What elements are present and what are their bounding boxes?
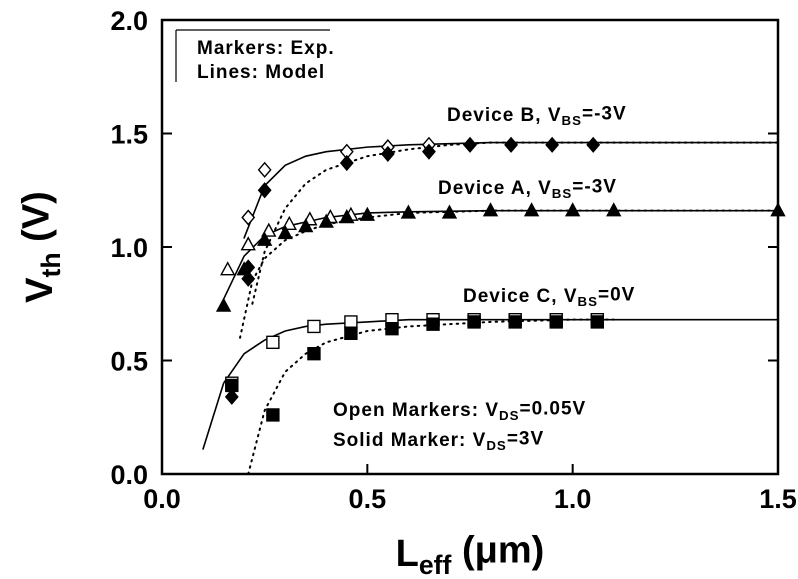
annotation: Solid Marker: VDS=3V [333,428,544,453]
annotation-text: Device A, V [438,178,552,199]
y-tick-label: 0.0 [110,460,148,490]
y-axis-label-text: V [19,277,61,303]
x-axis-label-sub: eff [419,550,452,579]
triangle-marker [606,202,622,217]
diamond-marker [241,209,256,226]
square-marker [549,315,563,329]
annotation-text: Markers: Exp. [197,38,335,59]
triangle-marker [359,206,376,221]
diamond-marker [257,182,272,199]
square-marker [307,346,321,361]
annotation-sub: DS [486,438,506,453]
annotation-sub: DS [499,408,519,423]
triangle-marker [261,222,277,237]
square-marker [426,317,440,331]
annotation-sub: BS [562,113,582,128]
annotation-text: Device C, V [463,286,578,307]
diamond-marker [257,161,272,178]
annotation-rest: =-3V [582,103,627,124]
model-line [202,318,779,450]
triangle-marker [482,202,499,217]
y-tick-label: 0.5 [110,347,148,377]
y-tick-label: 1.0 [110,233,148,263]
diamond-marker [380,145,395,163]
square-marker [467,315,481,329]
square-marker [508,315,522,329]
triangle-marker [298,218,314,233]
diamond-marker [463,136,477,153]
annotation-sub: BS [552,186,572,201]
x-tick-label: 1.0 [554,484,592,514]
square-marker [385,322,399,336]
y-axis-label: Vth (V) [16,191,66,303]
y-tick-label: 1.5 [110,120,148,150]
triangle-marker [240,236,256,251]
x-tick-label: 0.0 [143,484,181,514]
annotation: Device B, VBS=-3V [447,103,627,128]
triangle-marker [564,202,581,217]
triangle-marker [220,261,236,276]
square-marker [590,315,605,329]
annotation-text: Open Markers: V [333,400,499,421]
triangle-marker [318,213,334,228]
triangle-marker [441,204,458,219]
annotation-rest: =-3V [572,176,617,197]
square-marker [344,326,358,340]
annotation: Lines: Model [197,62,325,83]
annotation-rest: =0.05V [519,398,586,419]
diamond-marker [545,136,560,153]
diamond-marker [504,136,518,153]
triangle-marker [400,204,417,219]
x-tick-label: 1.5 [759,484,797,514]
diamond-marker [422,143,436,160]
annotation: Device A, VBS=-3V [438,176,617,201]
diamond-marker [224,388,239,405]
annotation-text: Lines: Model [197,62,325,83]
x-axis-label-text: L [396,533,419,575]
annotation: Device C, VBS=0V [463,284,635,309]
annotation-rest: =0V [598,284,635,305]
y-tick-label: 2.0 [110,6,148,36]
diamond-marker [586,136,601,153]
triangle-marker [770,202,786,217]
annotation-rest: =3V [507,428,544,449]
x-axis-label: Leff (μm) [396,530,545,579]
model-line [251,141,779,305]
square-marker [266,335,280,350]
triangle-marker [277,224,293,240]
annotation: Open Markers: VDS=0.05V [333,398,586,423]
triangle-marker [256,231,273,246]
square-marker [307,319,321,334]
y-axis-label-rest: (V) [16,191,58,252]
annotation-sub: BS [578,294,598,309]
legend-box [175,29,330,82]
triangle-marker [236,261,252,276]
triangle-marker [523,202,540,217]
triangle-marker [339,209,355,224]
x-axis-label-rest: (μm) [451,530,544,572]
square-marker [266,408,280,422]
annotation-text: Solid Marker: V [333,430,486,451]
triangle-marker [281,215,297,230]
y-axis-label-sub: th [36,252,66,277]
square-marker [344,315,358,329]
annotation: Markers: Exp. [197,38,335,59]
diamond-marker [339,154,354,172]
square-marker [225,378,239,393]
annotation-text: Device B, V [447,105,562,126]
x-tick-label: 0.5 [349,484,387,514]
triangle-marker [215,297,232,312]
